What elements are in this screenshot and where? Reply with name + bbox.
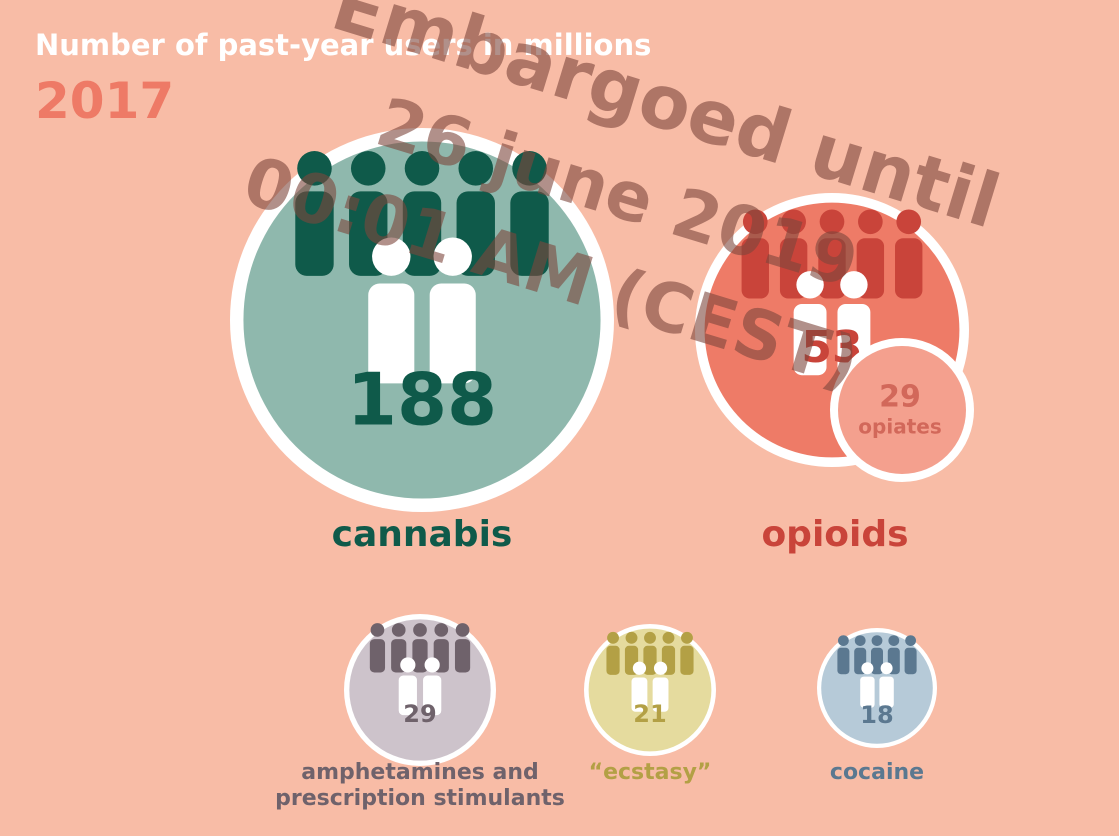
category-label: amphetamines and prescription stimulants <box>275 760 565 811</box>
person-icon <box>880 662 893 675</box>
person-icon <box>433 237 472 276</box>
person-icon <box>455 623 470 637</box>
person-icon <box>404 151 440 186</box>
person-icon <box>350 151 386 186</box>
person-icon <box>904 647 917 675</box>
person-icon <box>653 661 668 675</box>
person-icon <box>429 283 476 384</box>
person-icon <box>819 209 845 235</box>
person-icon <box>742 209 768 235</box>
bubble-value: 188 <box>347 358 497 442</box>
person-icon <box>680 645 694 675</box>
bubble-value: 18 <box>860 701 893 729</box>
chart-title: Number of past-year users in millions <box>35 28 651 62</box>
category-label: cocaine <box>829 760 925 785</box>
person-icon <box>413 623 427 637</box>
person-icon <box>644 631 656 644</box>
person-icon <box>368 283 415 384</box>
person-icon <box>741 238 769 299</box>
person-icon <box>632 661 647 675</box>
person-icon <box>860 676 875 708</box>
bubble-value: 29 <box>403 700 436 728</box>
person-icon <box>412 639 428 673</box>
person-icon <box>400 657 416 673</box>
person-icon <box>297 151 332 186</box>
person-icon <box>370 623 385 637</box>
person-icon <box>781 209 806 235</box>
person-icon <box>606 645 620 675</box>
person-icon <box>861 662 874 675</box>
bubble-value: 21 <box>633 700 666 728</box>
person-icon <box>372 237 411 276</box>
person-icon <box>398 675 417 716</box>
person-icon <box>858 209 883 235</box>
person-icon <box>652 677 669 712</box>
person-icon <box>369 639 386 673</box>
person-icon <box>896 209 922 235</box>
person-icon <box>871 635 883 646</box>
person-icon <box>905 635 916 646</box>
person-icon <box>454 639 471 673</box>
person-icon <box>391 623 406 637</box>
person-icon <box>631 677 648 712</box>
person-icon <box>840 271 868 299</box>
person-icon <box>295 191 334 276</box>
person-icon <box>879 676 894 708</box>
person-icon <box>888 635 900 646</box>
person-icon <box>424 657 440 673</box>
person-icon <box>512 151 547 186</box>
category-label: “ecstasy” <box>588 760 712 785</box>
person-icon <box>871 647 883 675</box>
person-icon <box>796 271 824 299</box>
person-icon <box>818 238 846 299</box>
inset-label: opiates <box>858 415 941 439</box>
person-icon <box>458 151 494 186</box>
person-icon <box>402 191 442 276</box>
person-icon <box>434 623 449 637</box>
person-icon <box>837 647 850 675</box>
person-icon <box>510 191 549 276</box>
person-icon <box>838 635 849 646</box>
chart-subtitle: 2017 <box>35 72 174 130</box>
person-icon <box>681 631 693 644</box>
person-icon <box>423 675 442 716</box>
person-icon <box>625 631 638 644</box>
person-icon <box>662 631 675 644</box>
inset-value: 29 <box>879 380 921 415</box>
person-icon <box>793 303 827 376</box>
category-label: cannabis <box>331 514 513 555</box>
person-icon <box>607 631 619 644</box>
category-label: opioids <box>761 514 909 555</box>
person-icon <box>854 635 866 646</box>
inset-bubble <box>838 346 966 474</box>
person-icon <box>643 645 657 675</box>
person-icon <box>895 238 923 299</box>
